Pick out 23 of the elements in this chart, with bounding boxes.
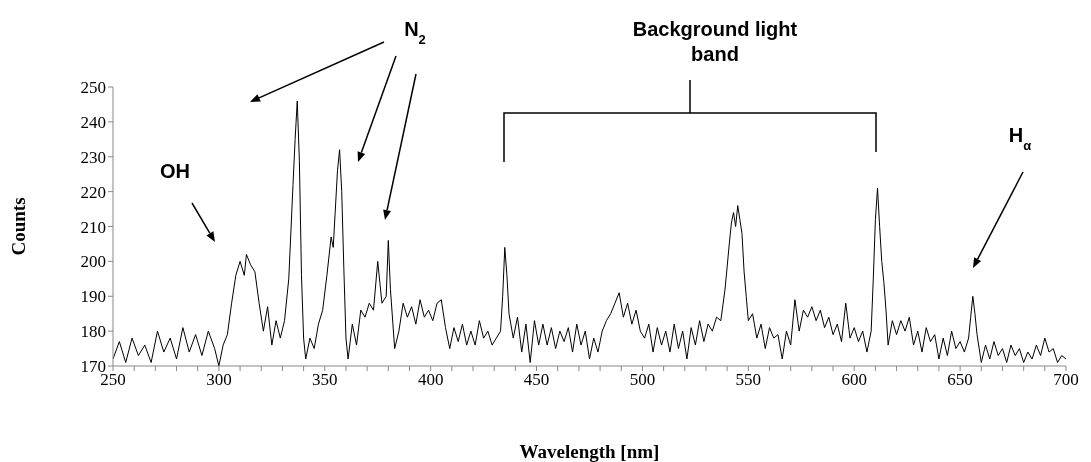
x-axis-title: Wavelength [nm] bbox=[519, 441, 660, 462]
text: N$_{2}$ bbox=[404, 18, 426, 47]
y-tick-label: 250 bbox=[80, 78, 106, 98]
x-tick-label: 650 bbox=[947, 370, 973, 390]
y-tick-label: 180 bbox=[80, 322, 106, 342]
x-tick-label: 600 bbox=[841, 370, 867, 390]
y-tick-label: 230 bbox=[80, 147, 106, 167]
x-tick-label: 450 bbox=[523, 370, 550, 390]
x-tick-label: 500 bbox=[629, 370, 656, 390]
x-tick-label: 550 bbox=[735, 370, 762, 390]
x-tick-label: 400 bbox=[417, 370, 444, 390]
x-tick-label: 700 bbox=[1053, 370, 1079, 390]
y-axis-title: Counts bbox=[7, 197, 29, 256]
text: Background light band bbox=[632, 18, 798, 65]
x-tick-label: 300 bbox=[206, 370, 232, 390]
y-tick-label: 190 bbox=[80, 287, 106, 307]
x-tick-label: 350 bbox=[312, 370, 338, 390]
annotation: H$_{α}$ bbox=[1008, 124, 1032, 153]
y-tick-label: 240 bbox=[80, 112, 106, 132]
y-tick-label: 210 bbox=[80, 217, 106, 237]
annotation: OH bbox=[160, 160, 190, 182]
y-tick-label: 220 bbox=[80, 182, 106, 202]
y-tick-label: 200 bbox=[80, 252, 106, 272]
